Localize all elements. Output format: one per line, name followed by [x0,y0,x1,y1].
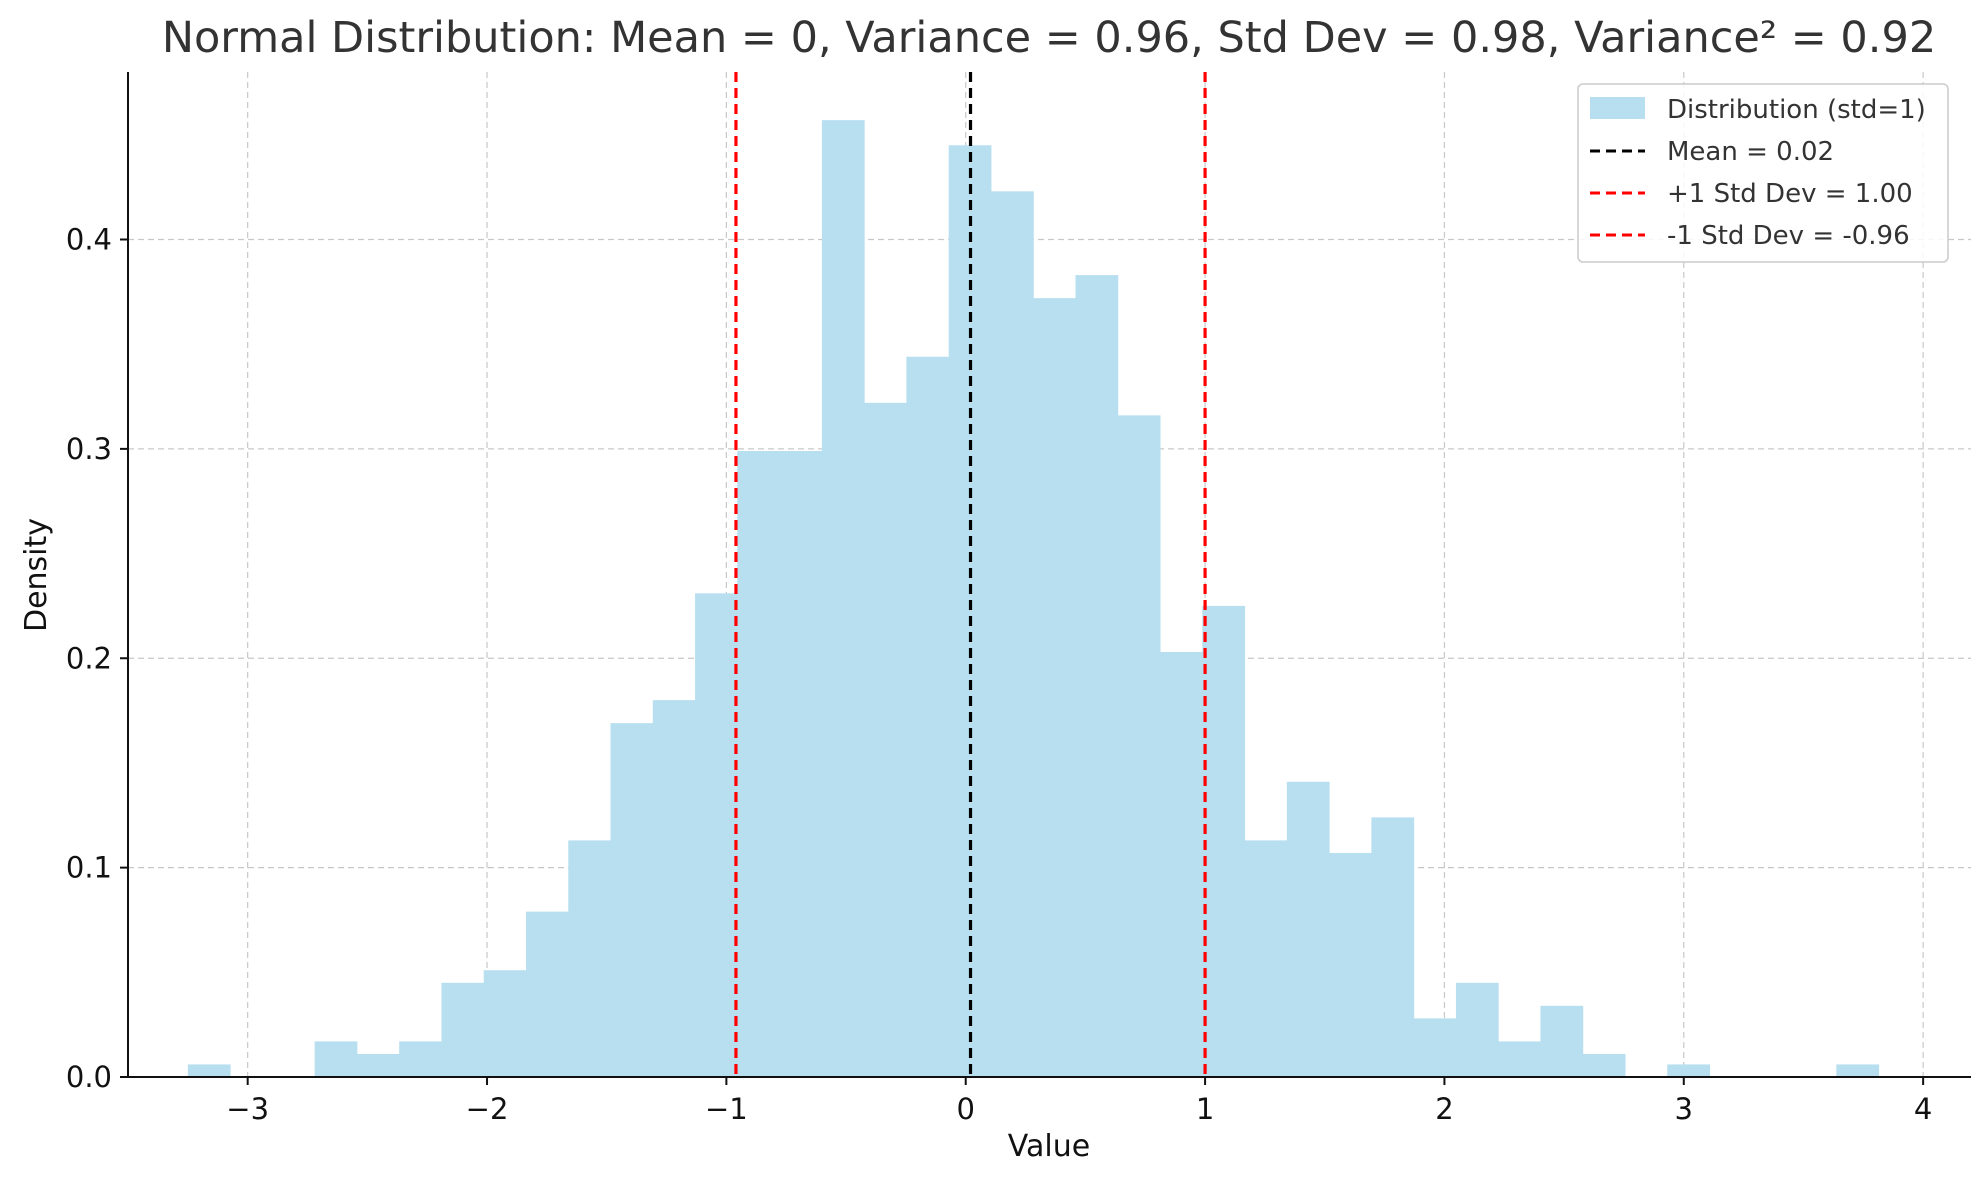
histogram-bar [1667,1064,1711,1077]
histogram-bar [695,593,738,1077]
histogram-bar [1286,781,1330,1077]
histogram-bar [441,982,485,1077]
reference-lines [734,72,1207,1077]
legend-label-plus-std: +1 Std Dev = 1.00 [1667,179,1913,209]
y-tick-label: 0.2 [66,641,112,675]
histogram-bar [1540,1005,1584,1077]
histogram-bar [1117,415,1161,1077]
y-tick-label: 0.1 [66,851,112,885]
histogram-bar [906,356,950,1077]
histogram-bar [1202,605,1246,1077]
histogram-bar [1075,275,1119,1077]
x-tick-label: 3 [1675,1092,1693,1126]
x-tick-label: −2 [466,1092,509,1126]
histogram-bar [737,450,781,1077]
histogram-bar [1244,840,1288,1077]
histogram-bar [990,191,1034,1077]
histogram-bar [779,450,823,1077]
histogram-bar [652,700,696,1077]
y-tick-label: 0.3 [66,432,112,466]
y-tick-label: 0.4 [66,223,112,257]
x-tick-label: 0 [957,1092,975,1126]
histogram-bar [525,911,569,1077]
histogram-bar [568,840,612,1077]
chart-title: Normal Distribution: Mean = 0, Variance … [162,13,1936,63]
legend-label-distribution: Distribution (std=1) [1667,95,1926,125]
histogram-bar [483,970,527,1077]
histogram-bar [356,1053,400,1077]
histogram-bar [1582,1053,1626,1077]
histogram-bar [1498,1041,1541,1077]
histogram-bar [1033,298,1076,1077]
histogram-bar [1413,1018,1457,1077]
legend-label-mean: Mean = 0.02 [1667,137,1834,167]
x-tick-label: 2 [1435,1092,1453,1126]
histogram-bar [610,723,654,1077]
histogram-bar [864,402,907,1077]
y-ticks: 0.0 0.1 0.2 0.3 0.4 [66,223,128,1094]
histogram-bar [314,1041,358,1077]
x-tick-label: −3 [226,1092,269,1126]
histogram-bar [1329,852,1372,1077]
x-tick-label: 1 [1196,1092,1214,1126]
histogram-bar [1160,651,1203,1077]
legend: Distribution (std=1) Mean = 0.02 +1 Std … [1577,83,1949,263]
histogram-bar [821,120,865,1077]
y-tick-label: 0.0 [66,1060,112,1094]
x-tick-label: −1 [705,1092,748,1126]
legend-label-minus-std: -1 Std Dev = -0.96 [1667,221,1910,251]
histogram-bar [399,1041,442,1077]
y-axis-label: Density [19,518,54,632]
histogram-bars [187,120,1880,1077]
x-tick-label: 4 [1914,1092,1932,1126]
histogram-bar [1371,817,1415,1077]
histogram-bar [1836,1064,1880,1077]
legend-frame [1577,83,1949,263]
x-ticks: −3 −2 −1 0 1 2 3 4 [226,1077,1932,1126]
histogram-bar [187,1064,231,1077]
legend-swatch-distribution [1590,97,1645,119]
x-axis-label: Value [1008,1129,1090,1164]
histogram-bar [1455,982,1499,1077]
